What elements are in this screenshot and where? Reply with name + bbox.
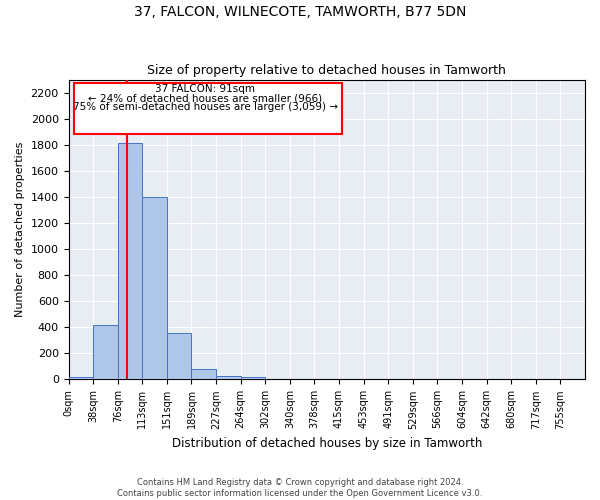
Text: 37, FALCON, WILNECOTE, TAMWORTH, B77 5DN: 37, FALCON, WILNECOTE, TAMWORTH, B77 5DN: [134, 5, 466, 19]
Text: ← 24% of detached houses are smaller (966): ← 24% of detached houses are smaller (96…: [88, 93, 322, 103]
Y-axis label: Number of detached properties: Number of detached properties: [15, 142, 25, 317]
Bar: [216, 376, 241, 380]
Text: 37 FALCON: 91sqm: 37 FALCON: 91sqm: [155, 84, 256, 94]
FancyBboxPatch shape: [74, 82, 342, 134]
Bar: [68, 378, 93, 380]
Title: Size of property relative to detached houses in Tamworth: Size of property relative to detached ho…: [148, 64, 506, 77]
Bar: [142, 197, 167, 380]
Bar: [118, 144, 142, 380]
Text: Contains HM Land Registry data © Crown copyright and database right 2024.
Contai: Contains HM Land Registry data © Crown c…: [118, 478, 482, 498]
Bar: [191, 369, 216, 380]
Bar: [167, 333, 191, 380]
X-axis label: Distribution of detached houses by size in Tamworth: Distribution of detached houses by size …: [172, 437, 482, 450]
Text: 75% of semi-detached houses are larger (3,059) →: 75% of semi-detached houses are larger (…: [73, 102, 338, 112]
Bar: [93, 324, 118, 380]
Bar: [241, 377, 265, 380]
